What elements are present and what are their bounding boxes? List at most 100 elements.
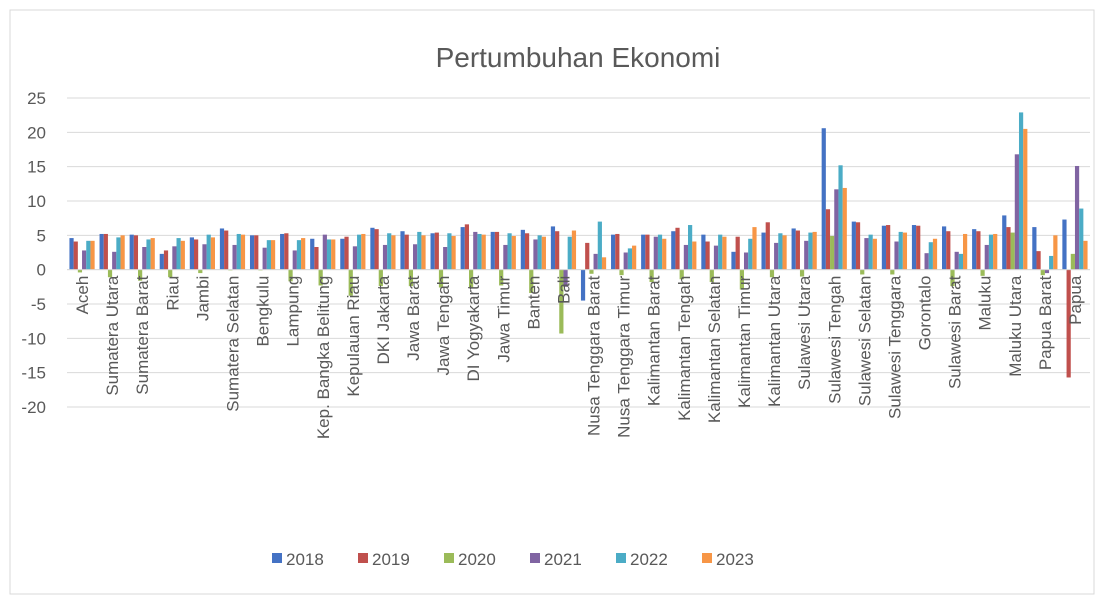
bar: [344, 236, 349, 270]
bar: [916, 225, 921, 270]
bar: [645, 234, 650, 270]
bar: [825, 209, 831, 270]
bar: [1070, 253, 1075, 270]
bar: [559, 269, 564, 334]
bar: [404, 234, 409, 270]
bar: [176, 238, 181, 270]
bar: [473, 231, 478, 270]
bar: [571, 230, 577, 270]
bar: [150, 238, 155, 270]
bar: [507, 233, 512, 270]
x-tick-label: Jawa Tengah: [434, 276, 453, 376]
bar: [765, 222, 770, 270]
x-tick-label: Jambi: [193, 276, 212, 321]
bar: [340, 238, 345, 270]
bar: [1066, 269, 1071, 378]
x-tick-label: Kalimantan Timur: [735, 275, 754, 408]
bar: [886, 225, 891, 270]
bar: [842, 187, 847, 270]
bar: [481, 234, 486, 270]
y-tick-label: 5: [37, 226, 46, 245]
bar: [511, 236, 516, 270]
bar: [430, 233, 435, 270]
bar: [69, 238, 74, 270]
x-tick-label: Papua Barat: [1036, 275, 1055, 370]
bar: [107, 269, 113, 278]
bar: [679, 269, 684, 280]
bar: [318, 269, 323, 286]
bar: [541, 236, 546, 270]
bar: [1074, 165, 1080, 270]
bar: [490, 231, 495, 270]
bar: [77, 269, 83, 273]
bar: [421, 235, 426, 270]
x-tick-label: Bali: [554, 276, 573, 304]
x-tick-label: Kalimantan Barat: [645, 275, 664, 406]
bar: [451, 236, 456, 270]
bar: [1018, 112, 1024, 270]
x-tick-label: Kep. Bangka Belitung: [314, 276, 333, 440]
bar: [812, 231, 817, 270]
bar: [709, 269, 714, 283]
bar: [314, 247, 319, 270]
bar: [683, 244, 689, 270]
bar: [804, 240, 809, 270]
bar: [460, 227, 465, 270]
bar: [834, 189, 839, 270]
bar: [382, 244, 388, 270]
bar: [310, 238, 315, 270]
bar: [830, 236, 835, 270]
bar: [855, 222, 861, 270]
bar: [615, 233, 620, 270]
y-tick-label: 0: [37, 261, 46, 280]
bar: [361, 233, 366, 270]
bar: [1044, 269, 1050, 274]
bar: [713, 245, 719, 270]
bar: [868, 234, 873, 270]
bar: [701, 234, 706, 270]
bar: [378, 269, 383, 287]
bar: [555, 231, 560, 270]
bar: [477, 233, 482, 270]
bar: [601, 257, 607, 270]
bar: [799, 269, 805, 277]
bar: [374, 229, 379, 270]
legend-swatch: [702, 553, 712, 563]
bar: [103, 233, 108, 270]
legend-swatch: [530, 553, 540, 563]
bar: [1014, 154, 1019, 270]
bar: [928, 242, 933, 270]
bar: [133, 235, 139, 270]
legend-label: 2019: [372, 550, 410, 569]
x-tick-label: Kepulauan Riau: [344, 276, 363, 397]
bar: [946, 231, 951, 270]
bar: [735, 236, 740, 270]
bar: [782, 235, 787, 270]
bar: [902, 232, 908, 270]
bar: [193, 239, 199, 270]
y-tick-label: -10: [21, 329, 46, 348]
x-tick-label: Sumatera Utara: [103, 275, 122, 396]
bar: [984, 244, 989, 270]
x-tick-label: Sulawesi Tengah: [825, 276, 844, 404]
bar: [821, 128, 826, 270]
legend-swatch: [616, 553, 626, 563]
bar: [326, 239, 332, 270]
bar: [872, 238, 877, 270]
bar: [619, 269, 624, 276]
x-tick-label: Sulawesi Utara: [795, 275, 814, 390]
legend-label: 2022: [630, 550, 668, 569]
bar: [597, 221, 602, 270]
bar: [972, 229, 977, 270]
bar: [641, 234, 646, 270]
x-tick-label: Gorontalo: [916, 276, 935, 351]
bar: [942, 226, 947, 270]
x-tick-label: Jawa Timur: [494, 275, 513, 362]
x-tick-label: Sumatera Selatan: [223, 276, 242, 412]
bar: [232, 244, 237, 270]
bar: [288, 269, 293, 282]
bar: [627, 248, 633, 270]
bar: [761, 232, 766, 270]
bar: [580, 269, 586, 301]
bar: [688, 225, 693, 270]
